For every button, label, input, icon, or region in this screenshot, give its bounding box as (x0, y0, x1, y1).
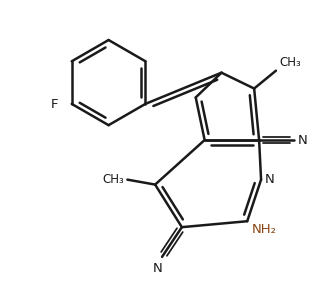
Text: N: N (298, 134, 308, 146)
Text: CH₃: CH₃ (279, 56, 300, 69)
Text: F: F (50, 98, 58, 111)
Text: NH₂: NH₂ (252, 223, 277, 236)
Text: N: N (265, 173, 275, 186)
Text: N: N (153, 262, 163, 275)
Text: CH₃: CH₃ (103, 173, 124, 186)
